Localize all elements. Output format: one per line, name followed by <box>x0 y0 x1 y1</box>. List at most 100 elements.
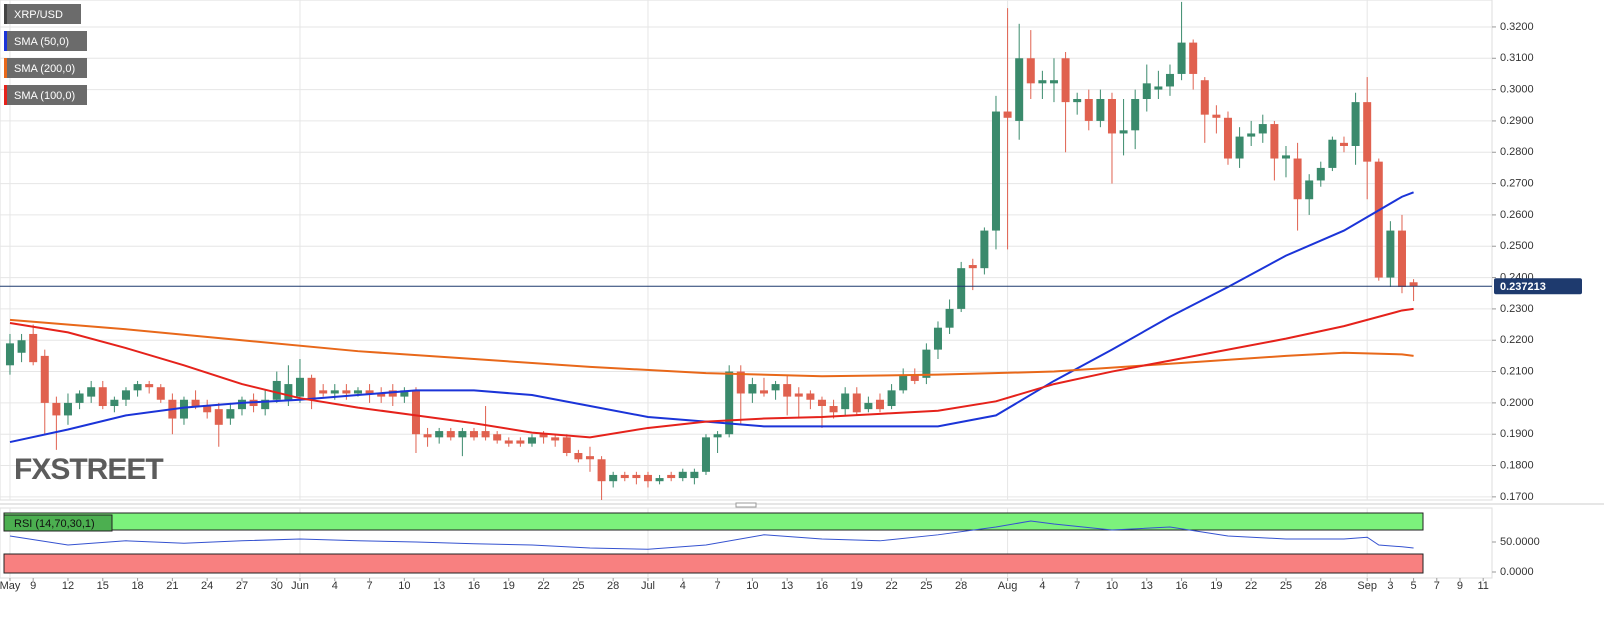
candle-body <box>933 327 942 350</box>
candle-body <box>1038 80 1047 84</box>
candle-body <box>1270 124 1279 159</box>
candle-body <box>1003 111 1012 118</box>
candle-body <box>736 371 745 394</box>
candle-body <box>1061 58 1070 103</box>
candle-body <box>1328 139 1337 168</box>
candle-body <box>1212 114 1221 118</box>
candle-body <box>214 409 223 425</box>
x-tick-label: 12 <box>62 580 74 592</box>
candle-body <box>400 390 409 397</box>
candle-body <box>1305 180 1314 200</box>
candle-body <box>1096 98 1105 121</box>
legend-swatch <box>4 58 7 78</box>
candle-body <box>179 399 188 419</box>
candle-body <box>1189 42 1198 74</box>
candle-body <box>725 371 734 435</box>
candle-body <box>295 377 304 397</box>
y-tick-label: 0.2700 <box>1500 177 1534 189</box>
candle-body <box>307 377 316 400</box>
candle-body <box>1049 80 1058 84</box>
legend-label: SMA (100,0) <box>14 90 75 102</box>
candle-body <box>701 437 710 472</box>
x-tick-label: May <box>0 580 21 592</box>
candle-body <box>1165 73 1174 87</box>
candle-body <box>1293 158 1302 200</box>
legend-box <box>4 4 81 24</box>
x-tick-label: 7 <box>1074 580 1080 592</box>
candle-body <box>678 471 687 479</box>
x-tick-label: 4 <box>1039 580 1045 592</box>
candle-body <box>980 230 989 269</box>
candle-body <box>423 434 432 438</box>
watermark: FXSTREET <box>14 453 163 486</box>
candle-body <box>237 399 246 410</box>
x-tick-label: 7 <box>715 580 721 592</box>
x-tick-label: 4 <box>680 580 686 592</box>
sma-line <box>9 307 1414 439</box>
candle-body <box>620 474 629 479</box>
candle-body <box>1409 282 1418 287</box>
candle-body <box>713 434 722 438</box>
x-tick-label: 13 <box>781 580 793 592</box>
x-tick-label: 16 <box>468 580 480 592</box>
candle-body <box>527 437 536 444</box>
candle-body <box>968 265 977 269</box>
legend-swatch <box>4 4 7 24</box>
candle-body <box>667 474 676 479</box>
y-tick-label: 0.2000 <box>1500 397 1534 409</box>
candle-body <box>1015 58 1024 121</box>
x-tick-label: 27 <box>236 580 248 592</box>
candle-body <box>191 399 200 407</box>
x-tick-label: 18 <box>131 580 143 592</box>
candle-body <box>551 437 560 441</box>
candle-body <box>887 390 896 407</box>
x-tick-label: 11 <box>1477 580 1488 592</box>
candle-body <box>1235 136 1244 159</box>
x-tick-label: 25 <box>1280 580 1292 592</box>
last-price-label: 0.237213 <box>1500 281 1546 293</box>
sma-line <box>9 191 1414 444</box>
candle-body <box>98 387 107 407</box>
legend-label: XRP/USD <box>14 9 63 21</box>
candle-body <box>284 384 293 400</box>
legend-label: SMA (50,0) <box>14 36 69 48</box>
x-tick-label: 30 <box>271 580 283 592</box>
y-tick-label: 0.2500 <box>1500 240 1534 252</box>
y-tick-label: 0.1800 <box>1500 459 1534 471</box>
candle-body <box>1339 142 1348 146</box>
candle-body <box>1177 42 1186 74</box>
candle-body <box>783 384 792 397</box>
candle-body <box>1386 230 1395 278</box>
candle-body <box>597 459 606 482</box>
x-tick-label: 22 <box>885 580 897 592</box>
x-tick-label: 9 <box>30 580 36 592</box>
rsi-legend-label: RSI (14,70,30,1) <box>14 518 95 530</box>
candle-body <box>1200 80 1209 115</box>
panel-grip[interactable] <box>735 502 757 508</box>
candle-body <box>504 440 513 444</box>
candle-body <box>226 409 235 419</box>
candle-body <box>643 474 652 482</box>
candle-body <box>1316 167 1325 181</box>
candle-body <box>481 431 490 438</box>
x-tick-label: 10 <box>398 580 410 592</box>
candle-body <box>29 333 38 363</box>
x-tick-label: 13 <box>1141 580 1153 592</box>
legend-label: SMA (200,0) <box>14 63 75 75</box>
candle-body <box>365 390 374 394</box>
rsi-tick-label: 0.0000 <box>1500 566 1534 578</box>
candle-body <box>87 387 96 397</box>
candle-body <box>272 380 281 400</box>
candle-body <box>1397 230 1406 287</box>
candle-body <box>875 399 884 410</box>
candle-body <box>145 384 154 388</box>
candle-body <box>458 431 467 438</box>
legend-box <box>4 85 87 105</box>
candle-body <box>1142 83 1151 99</box>
legend-swatch <box>4 31 7 51</box>
candle-body <box>574 453 583 460</box>
candle-body <box>1258 124 1267 134</box>
y-tick-label: 0.1700 <box>1500 491 1534 503</box>
candle-body <box>353 390 362 394</box>
